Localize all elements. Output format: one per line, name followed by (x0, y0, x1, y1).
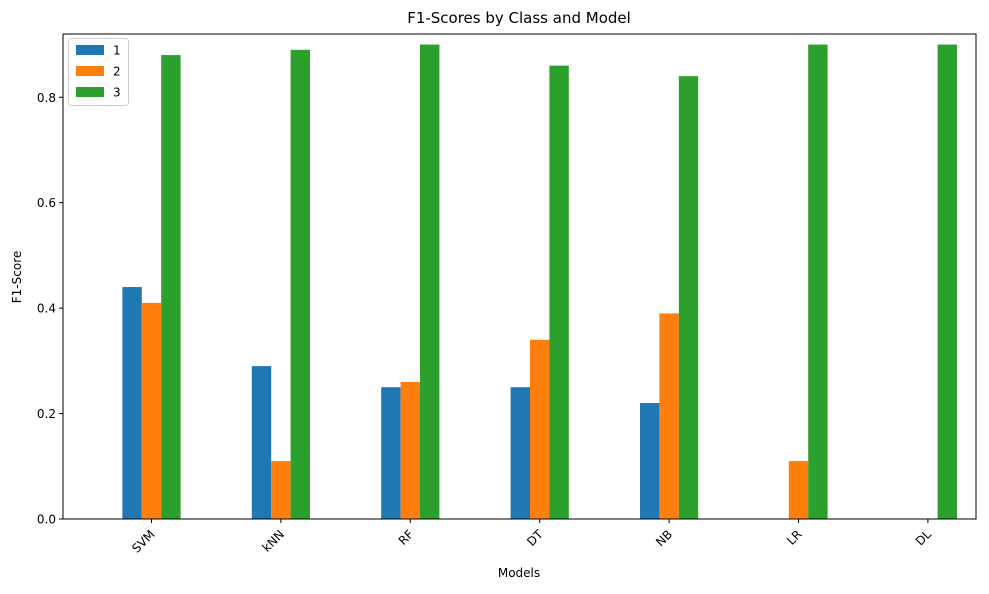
x-axis: SVM kNN RF DT NB LR DL (129, 519, 934, 556)
bar-lr-class-2 (788, 461, 809, 519)
x-tick-label: LR (784, 527, 805, 548)
bar-lr-class-3 (808, 44, 828, 519)
y-tick-label: 0.8 (37, 91, 56, 105)
bar-knn-class-1 (251, 366, 272, 519)
y-tick-label: 0.4 (37, 302, 56, 316)
bar-svm-class-2 (141, 302, 162, 519)
bar-rf-class-2 (400, 381, 420, 519)
bar-rf-class-1 (381, 387, 401, 519)
x-tick-label: NB (653, 527, 675, 549)
bar-nb-class-3 (678, 76, 699, 519)
y-tick-label: 0.0 (37, 513, 56, 527)
chart-title: F1-Scores by Class and Model (407, 9, 631, 27)
legend-label-3: 3 (113, 86, 121, 100)
x-tick-label: RF (396, 527, 417, 548)
legend-swatch-3 (76, 87, 104, 97)
legend-label-2: 2 (113, 65, 121, 79)
bar-knn-class-2 (271, 461, 291, 519)
y-axis-label: F1-Score (10, 251, 24, 303)
bar-rf-class-3 (420, 44, 440, 519)
bar-dt-class-3 (549, 65, 569, 519)
legend-label-1: 1 (113, 44, 121, 58)
y-tick-label: 0.6 (37, 196, 56, 210)
bars-layer (122, 44, 957, 520)
x-axis-label: Models (498, 566, 540, 580)
x-tick-label: DL (913, 527, 934, 548)
legend-swatch-1 (76, 45, 104, 55)
legend-swatch-2 (76, 66, 104, 76)
bar-svm-class-1 (122, 287, 142, 519)
x-tick-label: SVM (129, 527, 157, 555)
bar-dt-class-1 (510, 387, 530, 519)
plot-frame (62, 33, 977, 520)
x-tick-label: kNN (260, 527, 288, 555)
bar-nb-class-2 (659, 313, 679, 519)
x-tick-label: DT (524, 527, 546, 549)
bar-svm-class-3 (161, 55, 181, 520)
bar-dt-class-2 (530, 339, 550, 519)
bar-knn-class-3 (290, 49, 310, 519)
legend: 1 2 3 (68, 38, 129, 106)
y-tick-label: 0.2 (37, 407, 56, 421)
y-axis: 0.0 0.2 0.4 0.6 0.8 (37, 91, 63, 527)
bar-dl-class-3 (937, 44, 957, 519)
bar-nb-class-1 (640, 403, 660, 519)
